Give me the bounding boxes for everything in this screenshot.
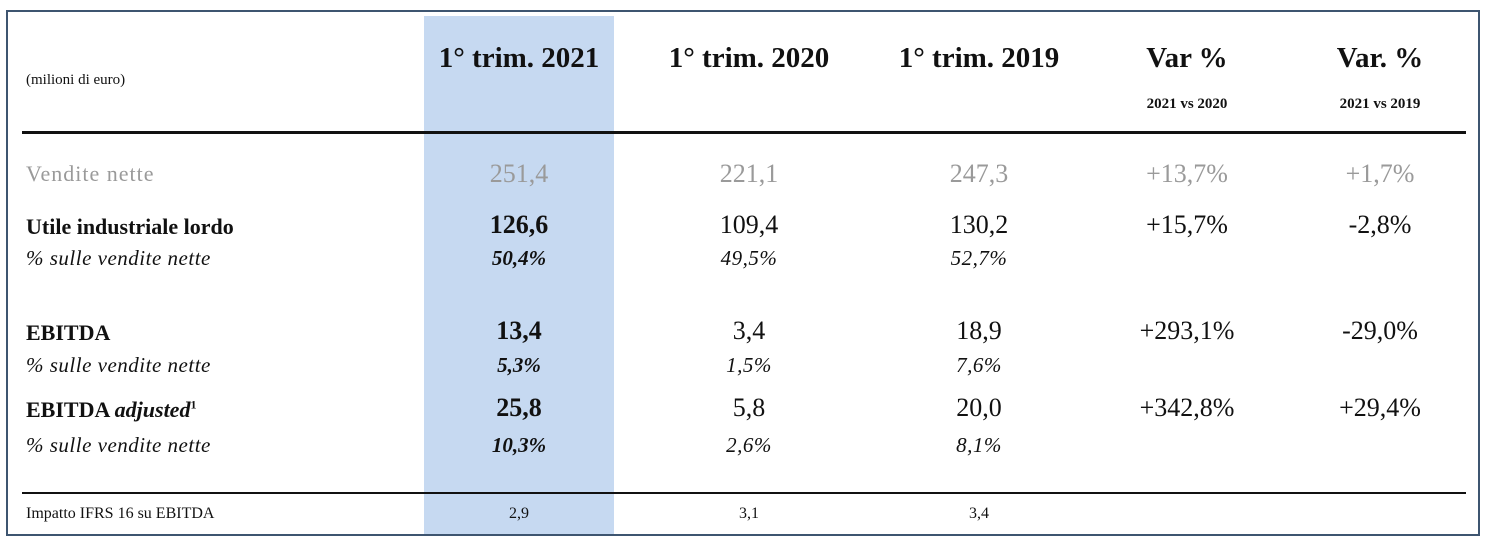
row-label-ebitda-percent: % sulle vendite nette (26, 353, 211, 377)
cell-vendite-2019: 247,3 (949, 159, 1009, 188)
row-label-impatto-ifrs16: Impatto IFRS 16 su EBITDA (26, 505, 215, 522)
cell-ebitda-2021: 13,4 (496, 316, 542, 345)
cell-ebitda-adjusted-2021: 25,8 (496, 393, 542, 422)
cell-ebitda-2020: 3,4 (732, 316, 766, 345)
row-label-ebitda-adjusted-percent: % sulle vendite nette (26, 433, 211, 457)
cell-utile-var-2019: -2,8% (1348, 210, 1412, 239)
table-frame (6, 10, 1480, 536)
footnote-marker: 1 (190, 397, 197, 412)
cell-ebitda-adjusted-var-2019: +29,4% (1339, 393, 1421, 422)
cell-ebitda-percent-2021: 5,3% (497, 353, 541, 377)
cell-ifrs16-2020: 3,1 (739, 505, 759, 522)
cell-ifrs16-2021: 2,9 (509, 505, 529, 522)
cell-vendite-2021: 251,4 (489, 159, 549, 188)
cell-ebitda-var-2019: -29,0% (1342, 316, 1418, 345)
row-label-ebitda-adjusted: EBITDA adjusted1 (26, 397, 196, 423)
cell-ebitda-adjusted-2020: 5,8 (732, 393, 766, 422)
cell-utile-percent-2019: 52,7% (950, 246, 1008, 270)
cell-vendite-var-2020: +13,7% (1146, 159, 1228, 188)
column-header-q1-2020: 1° trim. 2020 (668, 42, 830, 74)
unit-label: (milioni di euro) (26, 72, 126, 88)
column-header-q1-2021: 1° trim. 2021 (438, 42, 600, 74)
row-label-utile-percent: % sulle vendite nette (26, 246, 211, 270)
ebitda-adjusted-label-italic: adjusted (114, 397, 191, 422)
column-subheader-var-2020: 2021 vs 2020 (1146, 96, 1228, 112)
cell-ebitda-adjusted-percent-2020: 2,6% (726, 433, 772, 457)
cell-ebitda-percent-2020: 1,5% (726, 353, 772, 377)
cell-ebitda-adjusted-2019: 20,0 (956, 393, 1002, 422)
column-subheader-var-2019: 2021 vs 2019 (1339, 96, 1421, 112)
cell-utile-2019: 130,2 (949, 210, 1009, 239)
footer-divider (22, 492, 1466, 494)
row-label-ebitda: EBITDA (26, 320, 111, 345)
column-header-var-2020: Var % (1146, 42, 1228, 74)
header-divider (22, 131, 1466, 134)
cell-ebitda-adjusted-percent-2019: 8,1% (956, 433, 1002, 457)
row-label-utile-industriale-lordo: Utile industriale lordo (26, 214, 234, 239)
cell-ebitda-adjusted-var-2020: +342,8% (1139, 393, 1235, 422)
column-header-q1-2019: 1° trim. 2019 (898, 42, 1060, 74)
ebitda-adjusted-label-main: EBITDA (26, 397, 115, 422)
cell-utile-percent-2020: 49,5% (720, 246, 778, 270)
row-label-vendite-nette: Vendite nette (26, 161, 155, 186)
cell-utile-percent-2021: 50,4% (491, 246, 547, 270)
cell-utile-2021: 126,6 (489, 210, 549, 239)
cell-ebitda-adjusted-percent-2021: 10,3% (491, 433, 547, 457)
cell-vendite-var-2019: +1,7% (1345, 159, 1415, 188)
cell-ebitda-2019: 18,9 (956, 316, 1002, 345)
column-header-var-2019: Var. % (1336, 42, 1424, 74)
cell-utile-var-2020: +15,7% (1146, 210, 1228, 239)
cell-ifrs16-2019: 3,4 (969, 505, 989, 522)
cell-utile-2020: 109,4 (719, 210, 779, 239)
cell-ebitda-percent-2019: 7,6% (956, 353, 1002, 377)
cell-ebitda-var-2020: +293,1% (1139, 316, 1235, 345)
highlighted-column-2021 (424, 16, 614, 534)
cell-vendite-2020: 221,1 (719, 159, 779, 188)
